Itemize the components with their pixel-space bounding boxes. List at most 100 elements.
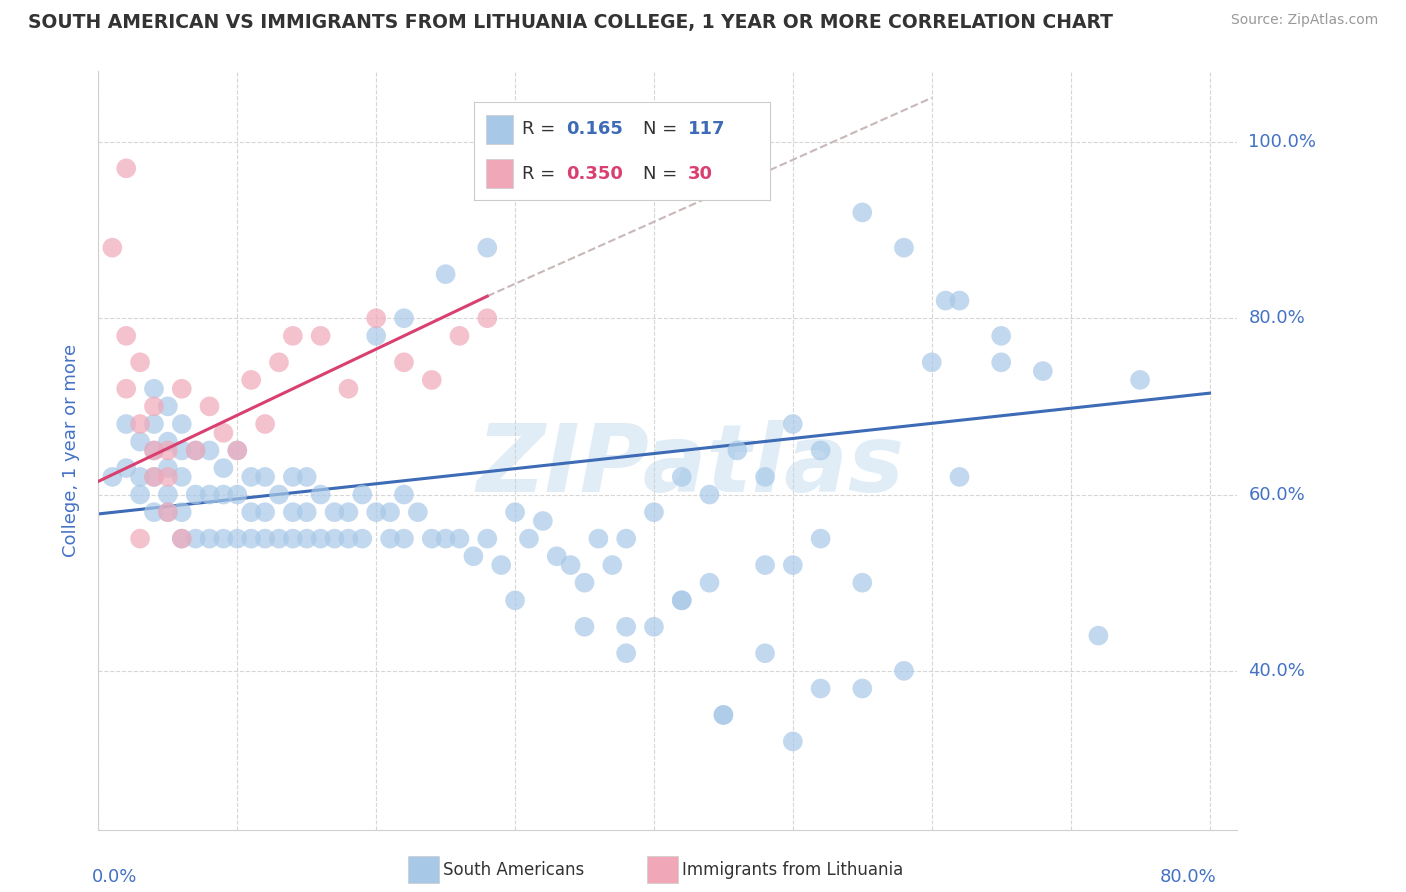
Point	[295, 470, 318, 484]
Point	[531, 514, 554, 528]
Point	[143, 443, 166, 458]
Point	[810, 681, 832, 696]
Point	[226, 532, 249, 546]
Point	[281, 532, 304, 546]
Point	[170, 505, 193, 519]
Point	[990, 355, 1012, 369]
Point	[129, 470, 152, 484]
Point	[713, 708, 735, 723]
Point	[170, 470, 193, 484]
Point	[337, 382, 360, 396]
Point	[935, 293, 957, 308]
Point	[699, 487, 721, 501]
Point	[156, 505, 179, 519]
Point	[156, 470, 179, 484]
Point	[782, 734, 804, 748]
Point	[337, 505, 360, 519]
Point	[198, 487, 221, 501]
Point	[810, 443, 832, 458]
Point	[267, 532, 290, 546]
Point	[281, 329, 304, 343]
Point	[184, 487, 207, 501]
Point	[463, 549, 485, 564]
Point	[184, 443, 207, 458]
Point	[240, 373, 263, 387]
Point	[503, 593, 526, 607]
Point	[101, 241, 124, 255]
Point	[406, 505, 429, 519]
Point	[810, 532, 832, 546]
Point	[1129, 373, 1152, 387]
Text: 80.0%: 80.0%	[1249, 310, 1305, 327]
Point	[434, 532, 457, 546]
Point	[352, 487, 374, 501]
Point	[352, 532, 374, 546]
Point	[392, 487, 415, 501]
Point	[671, 593, 693, 607]
Point	[281, 505, 304, 519]
Point	[893, 664, 915, 678]
Point	[1032, 364, 1054, 378]
Point	[143, 443, 166, 458]
Point	[392, 532, 415, 546]
Point	[226, 487, 249, 501]
Point	[574, 620, 596, 634]
Point	[600, 558, 623, 572]
Point	[671, 593, 693, 607]
Text: 80.0%: 80.0%	[1160, 869, 1216, 887]
Point	[115, 417, 138, 431]
Point	[851, 575, 873, 590]
Point	[699, 575, 721, 590]
Point	[226, 443, 249, 458]
Point	[477, 532, 499, 546]
Point	[170, 532, 193, 546]
Point	[725, 443, 748, 458]
Point	[323, 505, 346, 519]
Point	[212, 532, 235, 546]
Point	[143, 470, 166, 484]
Point	[184, 532, 207, 546]
Point	[156, 487, 179, 501]
Point	[254, 532, 277, 546]
Point	[434, 267, 457, 281]
Point	[851, 681, 873, 696]
Point	[782, 417, 804, 431]
Point	[198, 532, 221, 546]
Point	[240, 470, 263, 484]
Point	[574, 575, 596, 590]
Text: 60.0%: 60.0%	[1249, 485, 1305, 504]
Point	[614, 646, 637, 660]
Point	[267, 487, 290, 501]
Point	[129, 532, 152, 546]
Point	[614, 620, 637, 634]
Point	[198, 443, 221, 458]
Point	[378, 532, 401, 546]
Point	[129, 487, 152, 501]
Point	[129, 434, 152, 449]
Point	[782, 558, 804, 572]
Point	[156, 443, 179, 458]
Text: South Americans: South Americans	[443, 861, 583, 879]
Point	[184, 443, 207, 458]
Point	[267, 355, 290, 369]
Point	[143, 505, 166, 519]
Point	[198, 400, 221, 414]
Point	[588, 532, 610, 546]
Point	[754, 646, 776, 660]
Text: 40.0%: 40.0%	[1249, 662, 1305, 680]
Point	[254, 505, 277, 519]
Point	[948, 470, 970, 484]
Point	[115, 161, 138, 176]
Point	[546, 549, 568, 564]
Point	[420, 373, 443, 387]
Point	[893, 241, 915, 255]
Point	[337, 532, 360, 546]
Point	[503, 505, 526, 519]
Text: ZIPatlas: ZIPatlas	[477, 419, 904, 512]
Point	[489, 558, 512, 572]
Point	[990, 329, 1012, 343]
Point	[101, 470, 124, 484]
Point	[671, 470, 693, 484]
Point	[309, 487, 332, 501]
Point	[420, 532, 443, 546]
